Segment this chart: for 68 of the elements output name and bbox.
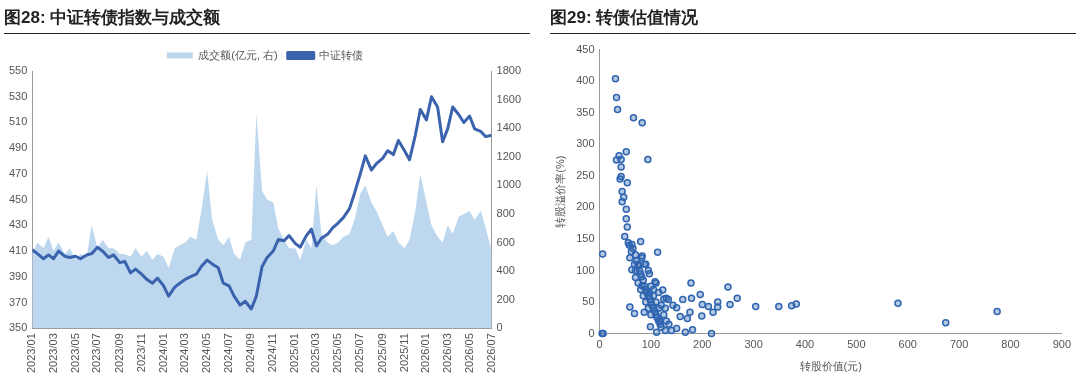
x-tick-label: 2023/11: [134, 333, 147, 373]
x-tick-label: 300: [744, 338, 763, 351]
y2-tick-label: 800: [496, 206, 515, 219]
y-tick-label: 50: [582, 295, 595, 308]
x-tick-label: 2023/01: [25, 333, 38, 373]
x-tick-label: 2023/05: [68, 333, 81, 373]
y-tick-label: 150: [576, 231, 595, 244]
y-tick-label: 450: [8, 192, 28, 205]
y-tick-label: 490: [8, 141, 28, 154]
x-tick-label: 900: [1052, 338, 1071, 351]
x-tick-label: 2025/03: [309, 333, 322, 373]
x-tick-label: 2025/09: [375, 333, 388, 373]
y-tick-label: 300: [576, 137, 595, 150]
x-tick-label: 2025/01: [288, 333, 301, 373]
y2-tick-label: 1200: [496, 149, 522, 162]
y2-tick-label: 1800: [496, 64, 522, 77]
x-tick-label: 2026/05: [462, 333, 475, 373]
y2-tick-label: 1400: [496, 121, 522, 134]
x-tick-label: 0: [596, 338, 603, 351]
x-tick-label: 2025/05: [331, 333, 344, 373]
x-tick-label: 200: [693, 338, 712, 351]
y2-tick-label: 1600: [496, 92, 522, 105]
y-tick-label: 470: [8, 166, 28, 179]
y-tick-label: 200: [576, 200, 595, 213]
y-tick-label: 430: [8, 218, 28, 231]
y-tick-label: 550: [8, 64, 28, 77]
x-tick-label: 2026/03: [440, 333, 453, 373]
x-tick-label: 500: [847, 338, 866, 351]
x-tick-label: 2024/05: [200, 333, 213, 373]
y-tick-label: 370: [8, 295, 28, 308]
legend-label: 成交额(亿元, 右): [198, 48, 278, 61]
x-axis-title: 转股价值(元): [799, 360, 862, 373]
y-tick-label: 530: [8, 89, 28, 102]
x-tick-label: 2024/11: [266, 333, 279, 373]
x-tick-label: 2024/03: [178, 333, 191, 373]
y-tick-label: 100: [576, 263, 595, 276]
x-tick-label: 800: [1001, 338, 1020, 351]
y2-tick-label: 1000: [496, 178, 522, 191]
x-tick-label: 2024/07: [222, 333, 235, 373]
x-tick-label: 700: [949, 338, 969, 351]
x-tick-label: 2023/09: [112, 333, 125, 373]
y-tick-label: 410: [8, 244, 28, 257]
x-tick-label: 2023/03: [46, 333, 59, 373]
y-tick-label: 390: [8, 269, 28, 282]
x-tick-label: 2023/07: [90, 333, 103, 373]
x-tick-label: 2025/07: [353, 333, 366, 373]
x-tick-label: 600: [898, 338, 917, 351]
y-tick-label: 510: [8, 115, 28, 128]
y-tick-label: 250: [576, 168, 595, 181]
chart-title: 图29: 转债估值情况: [550, 6, 1076, 34]
x-tick-label: 100: [641, 338, 661, 351]
x-tick-label: 400: [795, 338, 815, 351]
y2-tick-label: 600: [496, 235, 515, 248]
x-tick-label: 2026/07: [484, 333, 497, 373]
y-tick-label: 350: [576, 105, 595, 118]
x-tick-label: 2025/11: [397, 333, 410, 373]
y2-tick-label: 400: [496, 264, 515, 277]
y-tick-label: 450: [576, 42, 595, 55]
x-tick-label: 2024/01: [156, 333, 169, 373]
legend-label: 中证转债: [319, 48, 364, 61]
y-tick-label: 350: [8, 321, 28, 334]
y2-tick-label: 200: [496, 292, 515, 305]
y2-tick-label: 0: [496, 321, 503, 334]
y-tick-label: 400: [576, 74, 595, 87]
x-tick-label: 2024/09: [244, 333, 257, 373]
y-axis-title: 转股溢价率(%): [553, 155, 566, 228]
chart-title: 图28: 中证转债指数与成交额: [4, 6, 530, 34]
x-tick-label: 2026/01: [419, 333, 432, 373]
